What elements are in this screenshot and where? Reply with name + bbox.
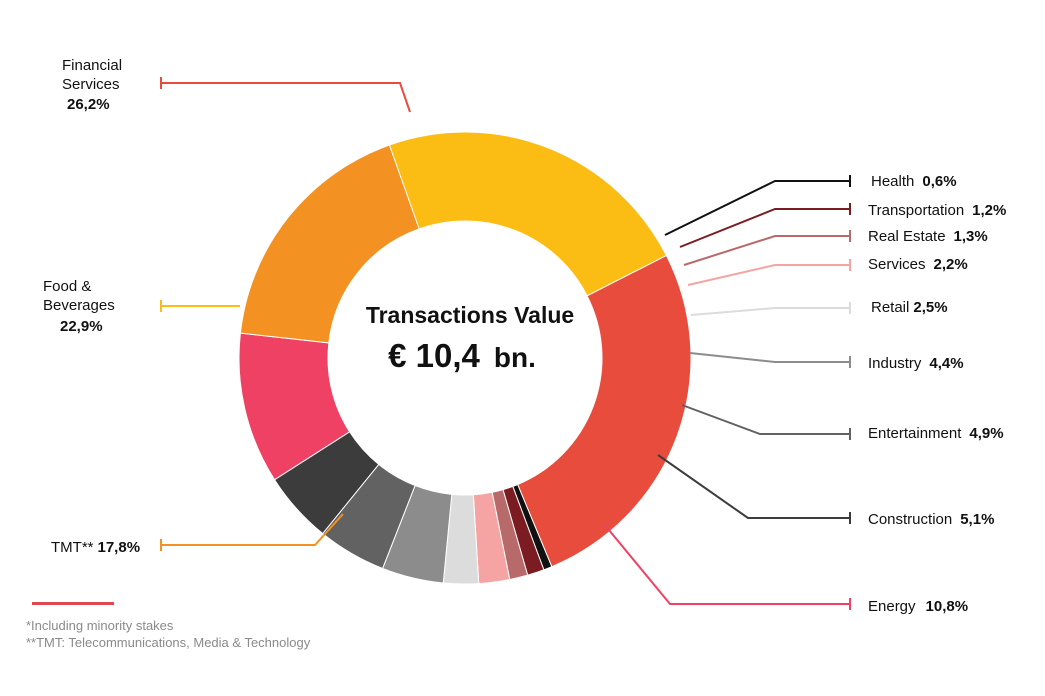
- value-services: 2,2%: [934, 256, 968, 273]
- label-health-name: Health: [871, 173, 914, 190]
- donut-slices: [238, 131, 692, 585]
- slice-financial-services: [516, 254, 692, 568]
- value-industry: 4,4%: [929, 355, 963, 372]
- center-value: € 10,4: [388, 337, 480, 374]
- slice-labels: Financial Services 26,2% Health 0,6% Transpor…: [43, 57, 1006, 615]
- label-energy: Energy 10,8%: [868, 598, 968, 615]
- label-construction-name: Construction: [868, 511, 952, 528]
- leader-industry: [689, 352, 850, 363]
- label-transportation: Transportation 1,2%: [868, 202, 1006, 219]
- center-title: Transactions Value: [366, 302, 574, 328]
- label-construction: Construction 5,1%: [868, 511, 994, 528]
- leader-energy: [603, 523, 850, 605]
- footnote-minority: *Including minority stakes: [26, 618, 174, 633]
- footnote-rule: [32, 602, 114, 605]
- label-food-beverages-line-1: Food &: [43, 278, 91, 295]
- label-energy-name: Energy: [868, 598, 916, 615]
- leader-services: [687, 264, 850, 286]
- value-retail: 2,5%: [913, 299, 947, 316]
- center-amount: € 10,4 bn.: [388, 337, 536, 374]
- slice-food-beverages: [388, 131, 668, 297]
- label-services: Services 2,2%: [868, 256, 968, 273]
- footnotes: *Including minority stakes **TMT: Teleco…: [26, 617, 310, 651]
- label-financial-services-line-2: Services: [62, 76, 120, 93]
- leader-construction: [657, 454, 850, 519]
- label-entertainment: Entertainment 4,9%: [868, 425, 1004, 442]
- label-retail-name: Retail: [871, 299, 909, 316]
- value-construction: 5,1%: [960, 511, 994, 528]
- label-real-estate-name: Real Estate: [868, 228, 946, 245]
- label-industry-name: Industry: [868, 355, 922, 372]
- value-transportation: 1,2%: [972, 202, 1006, 219]
- value-food-beverages: 22,9%: [60, 318, 103, 335]
- label-health: Health 0,6%: [871, 173, 957, 190]
- leader-tmt: [161, 513, 344, 546]
- leader-retail: [690, 307, 850, 316]
- slice-tmt: [239, 144, 420, 344]
- label-services-name: Services: [868, 256, 926, 273]
- leader-lines: [160, 77, 851, 610]
- leader-transportation: [679, 208, 850, 248]
- label-transportation-name: Transportation: [868, 202, 964, 219]
- label-retail: Retail 2,5%: [871, 299, 948, 316]
- leader-health: [664, 180, 850, 236]
- leader-entertainment: [681, 404, 850, 435]
- value-real-estate: 1,3%: [954, 228, 988, 245]
- value-entertainment: 4,9%: [969, 425, 1003, 442]
- value-energy: 10,8%: [926, 598, 969, 615]
- label-tmt: TMT** 17,8%: [51, 539, 140, 556]
- label-financial-services-line-1: Financial: [62, 57, 122, 74]
- footnote-tmt: **TMT: Telecommunications, Media & Techn…: [26, 635, 311, 650]
- label-industry: Industry 4,4%: [868, 355, 964, 372]
- leader-financial-services: [161, 82, 411, 113]
- label-entertainment-name: Entertainment: [868, 425, 962, 442]
- value-health: 0,6%: [922, 173, 956, 190]
- label-tmt-name: TMT**: [51, 539, 94, 556]
- value-tmt: 17,8%: [98, 539, 141, 556]
- center-unit: bn.: [494, 342, 536, 373]
- label-real-estate: Real Estate 1,3%: [868, 228, 988, 245]
- value-financial-services: 26,2%: [67, 96, 110, 113]
- label-food-beverages-line-2: Beverages: [43, 297, 115, 314]
- leader-real-estate: [683, 235, 850, 266]
